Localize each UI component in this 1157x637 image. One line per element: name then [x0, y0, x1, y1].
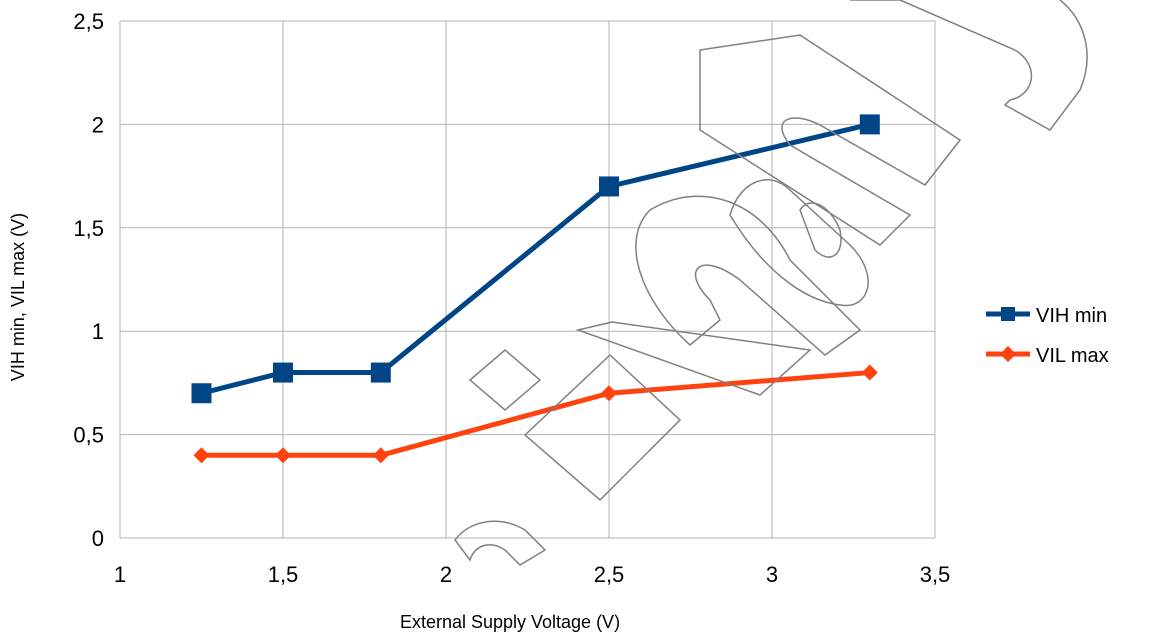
- legend-item-vih-min: VIH min: [986, 305, 1107, 327]
- y-tick-label: 1,5: [73, 216, 104, 241]
- data-point-vih-min: [273, 362, 293, 383]
- grid: [119, 20, 936, 539]
- legend: VIH min VIL max: [986, 305, 1109, 367]
- y-tick-label: 0,5: [73, 423, 104, 448]
- y-tick-label: 2: [92, 112, 104, 137]
- y-tick-label: 2,5: [73, 9, 104, 34]
- x-tick-label: 3: [766, 562, 778, 587]
- data-point-vih-min: [599, 176, 619, 197]
- x-tick-label: 2,5: [594, 562, 625, 587]
- data-point-vih-min: [191, 383, 212, 404]
- x-tick-label: 2: [440, 562, 452, 587]
- data-point-vil-max: [601, 385, 617, 402]
- preliminary-watermark: [454, 0, 1088, 566]
- tick-labels: 1 1,5 2 2,5 3 3,5 0 0,5 1 1,5 2 2,5: [73, 9, 950, 587]
- y-tick-label: 1: [92, 319, 104, 344]
- x-tick-label: 3,5: [920, 562, 951, 587]
- legend-marker-diamond: [1000, 346, 1016, 362]
- legend-marker-square: [1001, 307, 1015, 321]
- x-axis-title: External Supply Voltage (V): [400, 612, 620, 632]
- legend-label-vih-min: VIH min: [1036, 305, 1107, 327]
- series-line-vil-max: [201, 370, 870, 458]
- legend-label-vil-max: VIL max: [1036, 345, 1109, 367]
- x-tick-label: 1: [114, 562, 126, 587]
- data-point-vih-min: [370, 362, 391, 383]
- series-group: [191, 114, 880, 464]
- y-axis-title: VIH min, VIL max (V): [8, 213, 28, 381]
- series-line-vih-min: [200, 121, 871, 396]
- y-tick-label: 0: [92, 526, 104, 551]
- data-point-vil-max: [861, 364, 878, 381]
- data-point-vil-max: [372, 447, 389, 464]
- legend-item-vil-max: VIL max: [986, 345, 1109, 367]
- x-tick-label: 1,5: [268, 562, 299, 587]
- data-point-vih-min: [859, 114, 880, 135]
- data-point-vil-max: [193, 447, 210, 464]
- data-point-vil-max: [275, 447, 291, 464]
